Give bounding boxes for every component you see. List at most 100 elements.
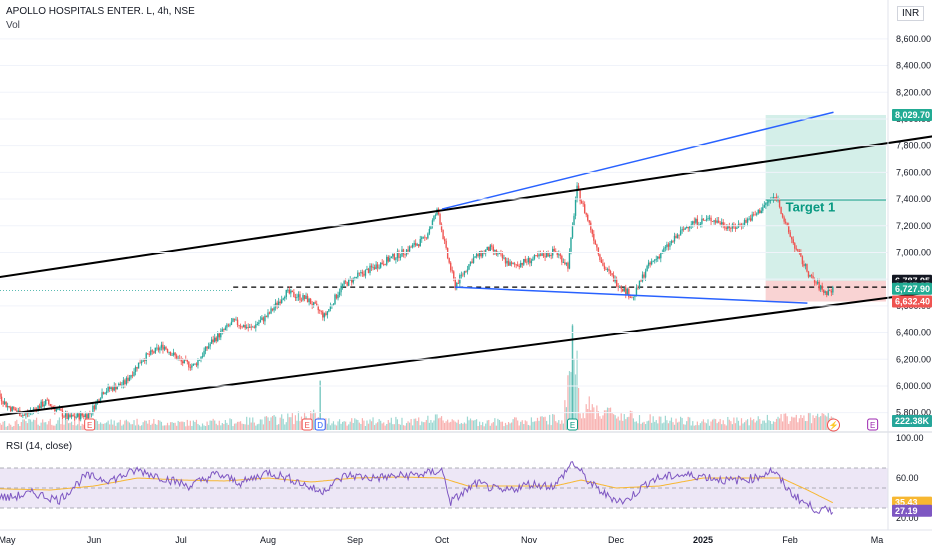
candle-body xyxy=(494,250,496,252)
candle-body xyxy=(670,241,673,244)
volume-bar xyxy=(646,421,648,430)
price-label: 8,029.70 xyxy=(895,110,930,120)
volume-bar xyxy=(818,417,820,430)
volume-bar xyxy=(49,418,51,430)
volume-bar xyxy=(780,414,782,430)
trend-lines[interactable] xyxy=(0,111,932,420)
volume-bar xyxy=(590,410,592,430)
volume-bar xyxy=(262,424,265,430)
candle-body xyxy=(214,337,216,342)
volume-bar xyxy=(533,421,536,430)
candle-body xyxy=(361,272,364,274)
volume-bar xyxy=(629,410,631,430)
candle-body xyxy=(763,205,766,208)
candle-body xyxy=(430,226,432,229)
volume-bar xyxy=(271,415,274,430)
volume-bar xyxy=(699,423,701,430)
candle-body xyxy=(792,239,794,244)
candle-body xyxy=(504,257,507,264)
candle-body xyxy=(115,384,117,390)
volume-bar xyxy=(498,420,501,430)
candle-body xyxy=(536,255,539,257)
rsi-indicator-label[interactable]: RSI (14, close) xyxy=(6,441,73,452)
volume-bar xyxy=(189,420,191,430)
rsi-value-label-bg xyxy=(892,504,932,517)
candle-body xyxy=(501,254,504,259)
volume-bar xyxy=(613,414,615,430)
volume-bar xyxy=(546,420,548,430)
candle-body xyxy=(134,366,137,372)
volume-bar xyxy=(115,425,117,430)
candle-body xyxy=(523,258,525,265)
volume-bar xyxy=(460,422,462,430)
volume-bar xyxy=(381,423,383,430)
time-axis[interactable]: May Jun Jul Aug Sep Oct Nov Dec 2025 Feb Ma xyxy=(0,529,932,545)
volume-bar xyxy=(357,419,359,430)
volume-bar xyxy=(450,421,452,430)
price-axis[interactable]: 8,600.008,400.008,200.008,000.007,800.00… xyxy=(0,0,932,530)
volume-bar xyxy=(472,420,475,430)
candle-body xyxy=(271,308,274,311)
rsi-line xyxy=(0,461,834,516)
volume-bar xyxy=(751,420,753,430)
volume-indicator-label[interactable]: Vol xyxy=(6,20,20,31)
volume-bar xyxy=(241,423,243,430)
volume-bar xyxy=(270,417,272,430)
volume-bar xyxy=(366,420,368,430)
volume-bar xyxy=(775,418,778,430)
candle-body xyxy=(281,299,283,303)
earnings-event-glyph: E xyxy=(870,421,875,430)
volume-bar xyxy=(638,415,641,430)
volume-bar xyxy=(419,425,421,430)
price-label: 6,727.90 xyxy=(895,284,930,294)
candle-body xyxy=(206,346,208,349)
candle-body xyxy=(360,272,362,273)
candle-body xyxy=(60,408,62,411)
candle-body xyxy=(376,264,379,269)
volume-bar xyxy=(826,416,828,430)
volume-bar xyxy=(681,417,683,430)
candle-body xyxy=(699,223,702,226)
volume-bar xyxy=(370,421,373,430)
volume-bar xyxy=(412,425,414,430)
volume-bar xyxy=(352,423,354,430)
volume-bar xyxy=(602,415,604,430)
candle-body xyxy=(128,377,131,381)
volume-bar xyxy=(514,417,516,430)
volume-bar xyxy=(616,418,618,430)
volume-bar xyxy=(728,419,730,430)
candle-body xyxy=(506,260,508,264)
candle-body xyxy=(768,200,770,203)
candle-body xyxy=(472,257,475,264)
volume-bar xyxy=(227,424,230,430)
volume-bar xyxy=(444,422,446,430)
volume-bar xyxy=(576,350,578,430)
symbol-title[interactable]: APOLLO HOSPITALS ENTER. L, 4h, NSE xyxy=(6,6,195,17)
volume-bar xyxy=(603,410,606,430)
candle-body xyxy=(460,274,463,276)
volume-bar xyxy=(431,422,434,430)
candle-body xyxy=(294,296,297,298)
candle-body xyxy=(739,224,741,226)
candle-body xyxy=(162,344,164,350)
event-markers[interactable]: E E D E ⚡ E xyxy=(84,418,879,432)
candle-body xyxy=(485,250,487,254)
currency-badge[interactable]: INR xyxy=(897,6,925,21)
volume-bar xyxy=(203,425,205,430)
candle-body xyxy=(151,350,153,352)
candle-body xyxy=(717,220,720,223)
candle-body xyxy=(48,399,50,405)
candle-body xyxy=(509,262,511,266)
volume-bar xyxy=(810,423,813,430)
volume-bar xyxy=(702,419,705,430)
volume-bar xyxy=(273,415,275,430)
candle-body xyxy=(245,327,248,329)
candle-body xyxy=(5,401,7,408)
candle-body xyxy=(370,265,373,268)
candle-body xyxy=(344,281,347,283)
candle-body xyxy=(70,414,73,418)
candle-body xyxy=(308,298,310,303)
candle-body xyxy=(614,278,616,282)
candle-body xyxy=(153,351,155,353)
